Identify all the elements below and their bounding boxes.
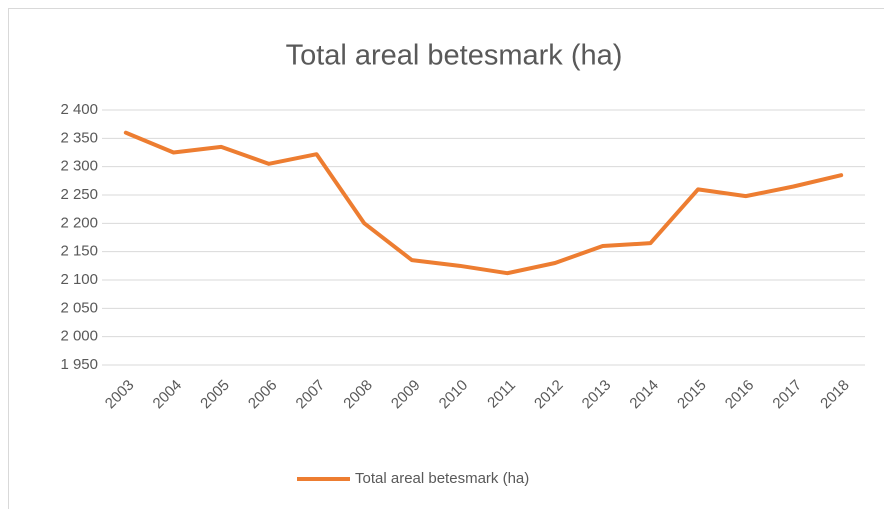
x-tick-label: 2005 bbox=[197, 377, 233, 413]
y-tick-label: 2 150 bbox=[60, 243, 98, 260]
legend-label: Total areal betesmark (ha) bbox=[355, 470, 529, 487]
y-tick-label: 2 250 bbox=[60, 186, 98, 203]
y-tick-label: 2 100 bbox=[60, 271, 98, 288]
x-tick-label: 2011 bbox=[484, 377, 519, 412]
y-tick-label: 2 000 bbox=[60, 328, 98, 345]
y-tick-label: 2 400 bbox=[60, 101, 98, 118]
x-tick-label: 2009 bbox=[388, 377, 424, 413]
x-tick-label: 2008 bbox=[340, 377, 376, 413]
y-tick-label: 2 050 bbox=[60, 299, 98, 316]
x-tick-label: 2018 bbox=[817, 377, 853, 413]
x-tick-label: 2016 bbox=[722, 377, 758, 413]
y-tick-label: 2 200 bbox=[60, 214, 98, 231]
y-tick-label: 1 950 bbox=[60, 356, 98, 373]
x-tick-label: 2010 bbox=[436, 377, 472, 413]
x-tick-label: 2014 bbox=[626, 377, 662, 413]
x-tick-label: 2015 bbox=[674, 377, 710, 413]
x-tick-label: 2012 bbox=[531, 377, 567, 413]
x-tick-label: 2007 bbox=[293, 377, 329, 413]
x-tick-label: 2004 bbox=[150, 377, 186, 413]
x-tick-label: 2006 bbox=[245, 377, 281, 413]
x-tick-label: 2013 bbox=[579, 377, 615, 413]
y-tick-label: 2 350 bbox=[60, 129, 98, 146]
chart-border bbox=[8, 8, 884, 509]
data-line bbox=[123, 130, 844, 276]
chart-title: Total areal betesmark (ha) bbox=[286, 40, 623, 72]
x-tick-label: 2017 bbox=[769, 377, 805, 413]
y-tick-label: 2 300 bbox=[60, 158, 98, 175]
x-tick-label: 2003 bbox=[102, 377, 138, 413]
